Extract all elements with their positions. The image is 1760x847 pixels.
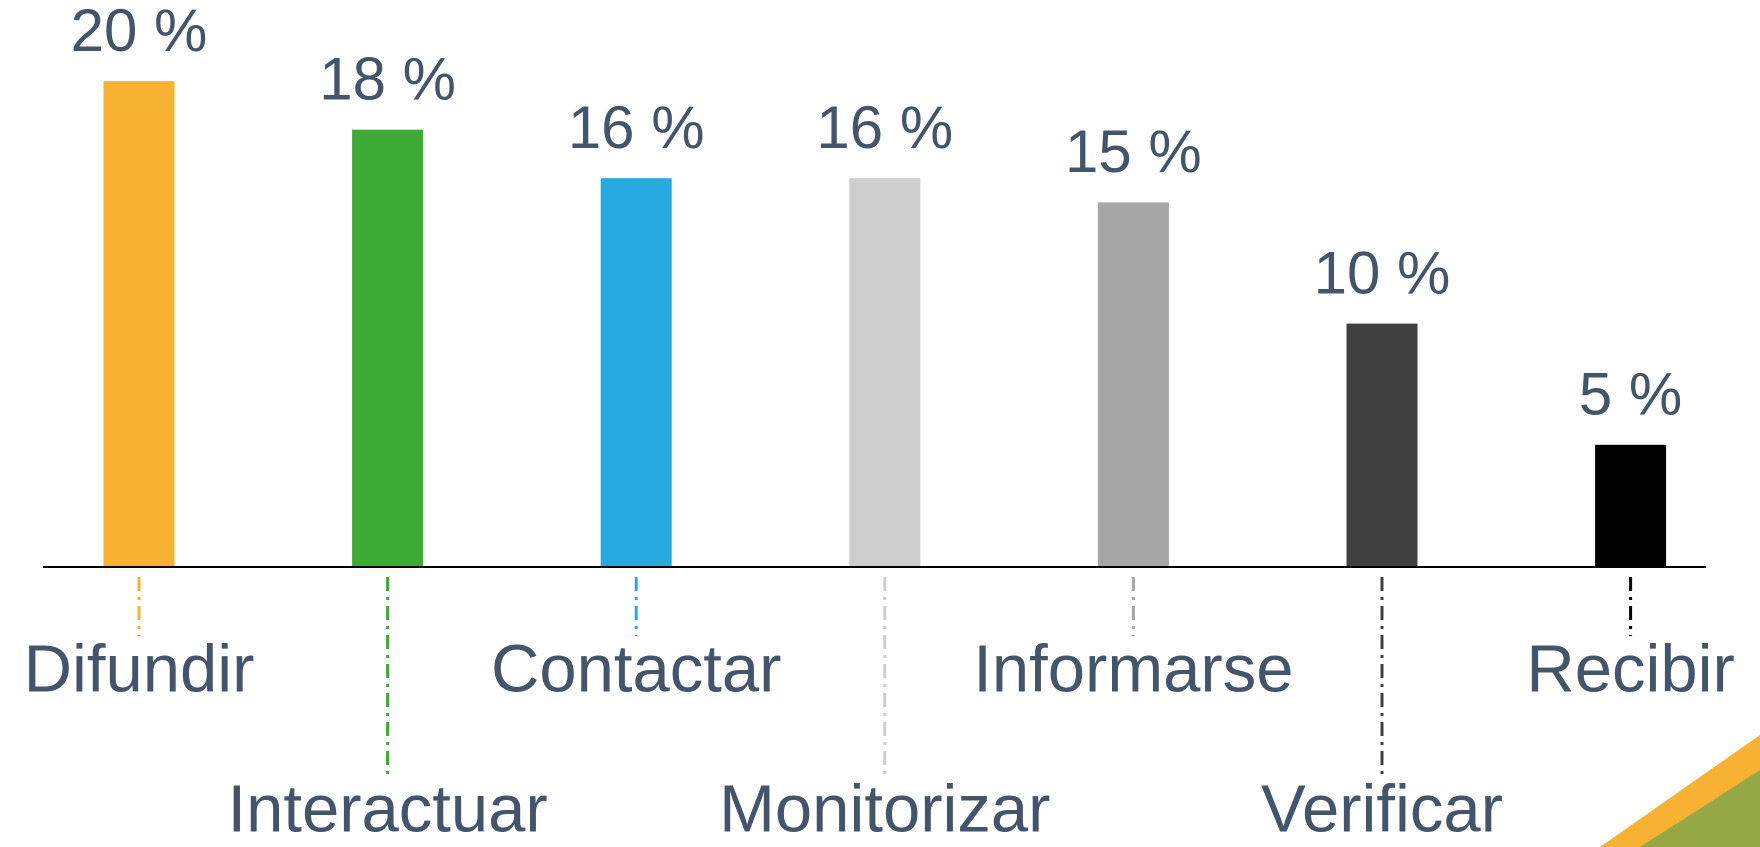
category-label: Interactuar xyxy=(227,772,547,847)
category-label: Recibir xyxy=(1526,632,1735,707)
corner-decoration xyxy=(1640,770,1760,847)
category-label: Monitorizar xyxy=(719,772,1050,847)
value-label: 18 % xyxy=(319,46,456,113)
bar xyxy=(849,178,921,566)
value-label: 5 % xyxy=(1579,361,1682,428)
category-label: Informarse xyxy=(973,632,1293,707)
value-label: 10 % xyxy=(1314,239,1451,306)
bar xyxy=(1346,323,1418,566)
category-label: Contactar xyxy=(491,632,781,707)
bar xyxy=(1595,444,1667,566)
bar xyxy=(352,129,424,566)
category-label: Difundir xyxy=(24,632,255,707)
bar xyxy=(103,81,175,566)
bar xyxy=(1097,202,1169,566)
value-label: 20 % xyxy=(71,0,208,64)
value-label: 16 % xyxy=(816,94,953,161)
value-label: 15 % xyxy=(1065,118,1202,185)
bar xyxy=(600,178,672,566)
value-label: 16 % xyxy=(568,94,705,161)
category-label: Verificar xyxy=(1261,772,1503,847)
